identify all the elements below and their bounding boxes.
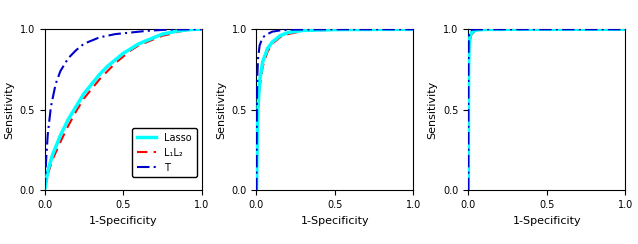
Y-axis label: Sensitivity: Sensitivity (216, 81, 226, 139)
Legend: Lasso, L₁L₂, T: Lasso, L₁L₂, T (132, 128, 197, 177)
X-axis label: 1-Specificity: 1-Specificity (89, 216, 158, 226)
X-axis label: 1-Specificity: 1-Specificity (512, 216, 581, 226)
X-axis label: 1-Specificity: 1-Specificity (300, 216, 369, 226)
Y-axis label: Sensitivity: Sensitivity (4, 81, 14, 139)
Y-axis label: Sensitivity: Sensitivity (427, 81, 438, 139)
